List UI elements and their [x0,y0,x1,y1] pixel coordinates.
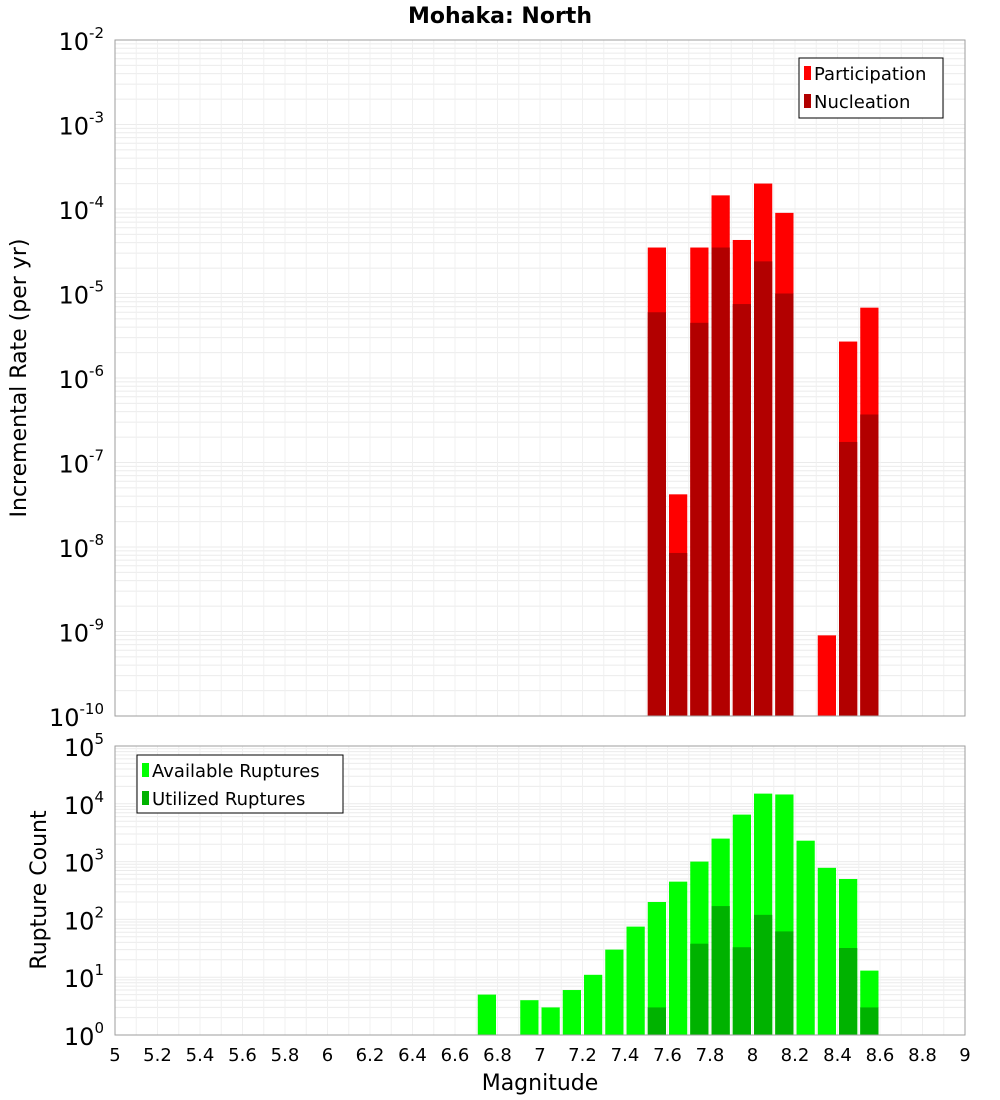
bar-utilized-ruptures [754,914,773,1035]
y-tick-label: 104 [64,788,104,820]
bar-utilized-ruptures [690,943,709,1035]
bar-nucleation [754,261,773,716]
series-nucleation [647,247,879,716]
top-y-axis-label: Incremental Rate (per yr) [7,239,32,518]
x-tick-label: 5.8 [271,1045,300,1066]
x-tick-label: 7.6 [653,1045,682,1066]
grid-lines [114,40,966,717]
y-tick-labels: 105 104 103 102 101 100 [64,730,104,1051]
x-tick-label: 7.8 [696,1045,725,1066]
chart-title: Mohaka: North [408,4,592,29]
bar-nucleation [669,552,688,716]
x-tick-label: 7.4 [611,1045,640,1066]
x-tick-label: 6.6 [441,1045,470,1066]
x-tick-label: 7 [534,1045,545,1066]
bar-available-ruptures [541,1007,560,1035]
bar-utilized-ruptures [860,1007,879,1035]
y-tick-label: 10-4 [58,193,104,225]
bar-available-ruptures [669,881,688,1035]
bar-available-ruptures [817,867,836,1035]
x-tick-label: 6.2 [356,1045,385,1066]
x-tick-label: 5.4 [186,1045,215,1066]
bar-utilized-ruptures [732,947,751,1035]
x-tick-label: 9 [959,1045,970,1066]
x-tick-label: 5.6 [228,1045,257,1066]
bar-nucleation [647,312,666,716]
y-tick-label: 100 [64,1019,104,1051]
y-tick-label: 10-6 [58,362,104,394]
legend-label: Available Ruptures [152,761,320,782]
legend-label: Nucleation [814,92,910,113]
x-tick-label: 6.8 [483,1045,512,1066]
x-tick-label: 5.2 [143,1045,172,1066]
x-tick-label: 7.2 [568,1045,597,1066]
bottom-panel-rupture-count: 105 104 103 102 101 100 Available Ruptures Util… [64,730,966,1051]
x-tick-label: 8.4 [823,1045,852,1066]
bar-utilized-ruptures [647,1007,666,1035]
plot-frame [114,39,966,717]
bar-nucleation [711,247,730,716]
series-available-ruptures [477,793,879,1035]
y-tick-label: 10-9 [58,616,104,648]
legend: Available Ruptures Utilized Ruptures [136,754,344,814]
bar-utilized-ruptures [775,931,794,1035]
bar-utilized-ruptures [839,948,858,1035]
y-tick-label: 105 [64,730,104,762]
legend-label: Participation [814,64,926,85]
y-tick-label: 101 [64,961,104,993]
bar-nucleation [732,304,751,716]
bar-nucleation [860,414,879,716]
x-tick-label: 6.4 [398,1045,427,1066]
legend-swatch [804,94,811,108]
y-tick-label: 10-5 [58,278,104,310]
bar-available-ruptures [584,974,603,1035]
series-utilized-ruptures [647,906,879,1035]
x-axis-label: Magnitude [482,1071,599,1096]
x-tick-label: 8 [747,1045,758,1066]
bar-available-ruptures [605,949,624,1035]
bar-available-ruptures [626,926,645,1035]
x-tick-label: 6 [322,1045,333,1066]
y-tick-label: 10-7 [58,447,104,479]
bottom-y-axis-label: Rupture Count [27,810,52,970]
x-tick-label: 5 [109,1045,120,1066]
x-tick-label: 8.2 [781,1045,810,1066]
y-tick-label: 10-2 [58,24,104,56]
bar-available-ruptures [477,994,496,1035]
legend: Participation Nucleation [798,57,944,119]
bar-available-ruptures [520,1000,539,1035]
y-tick-label: 10-3 [58,109,104,141]
legend-swatch [142,791,149,805]
bar-participation [817,635,836,716]
legend-label: Utilized Ruptures [152,789,305,810]
legend-swatch [142,763,149,777]
x-axis: 5 5.2 5.4 5.6 5.8 6 6.2 6.4 6.6 6.8 7 7.2 7.4 7.6 7.8 8… [109,1045,970,1066]
legend-swatch [804,66,811,80]
bar-available-ruptures [562,990,581,1035]
bar-nucleation [690,322,709,716]
y-tick-label: 103 [64,846,104,878]
bar-utilized-ruptures [711,906,730,1035]
y-tick-labels: 10-2 10-3 10-4 10-5 10-6 10-7 10-8 10-9 10-10 [49,24,104,732]
x-tick-label: 8.6 [866,1045,895,1066]
bar-available-ruptures [796,840,815,1035]
plot-frame [114,745,966,1036]
y-tick-label: 10-8 [58,531,104,563]
y-tick-label: 10-10 [49,700,104,732]
bar-nucleation [839,441,858,716]
y-tick-label: 102 [64,903,104,935]
x-tick-label: 8.8 [908,1045,937,1066]
top-panel-participation-nucleation: 10-2 10-3 10-4 10-5 10-6 10-7 10-8 10-9 10-10 Par… [49,24,966,732]
bar-available-ruptures [647,902,666,1035]
bar-nucleation [775,293,794,716]
